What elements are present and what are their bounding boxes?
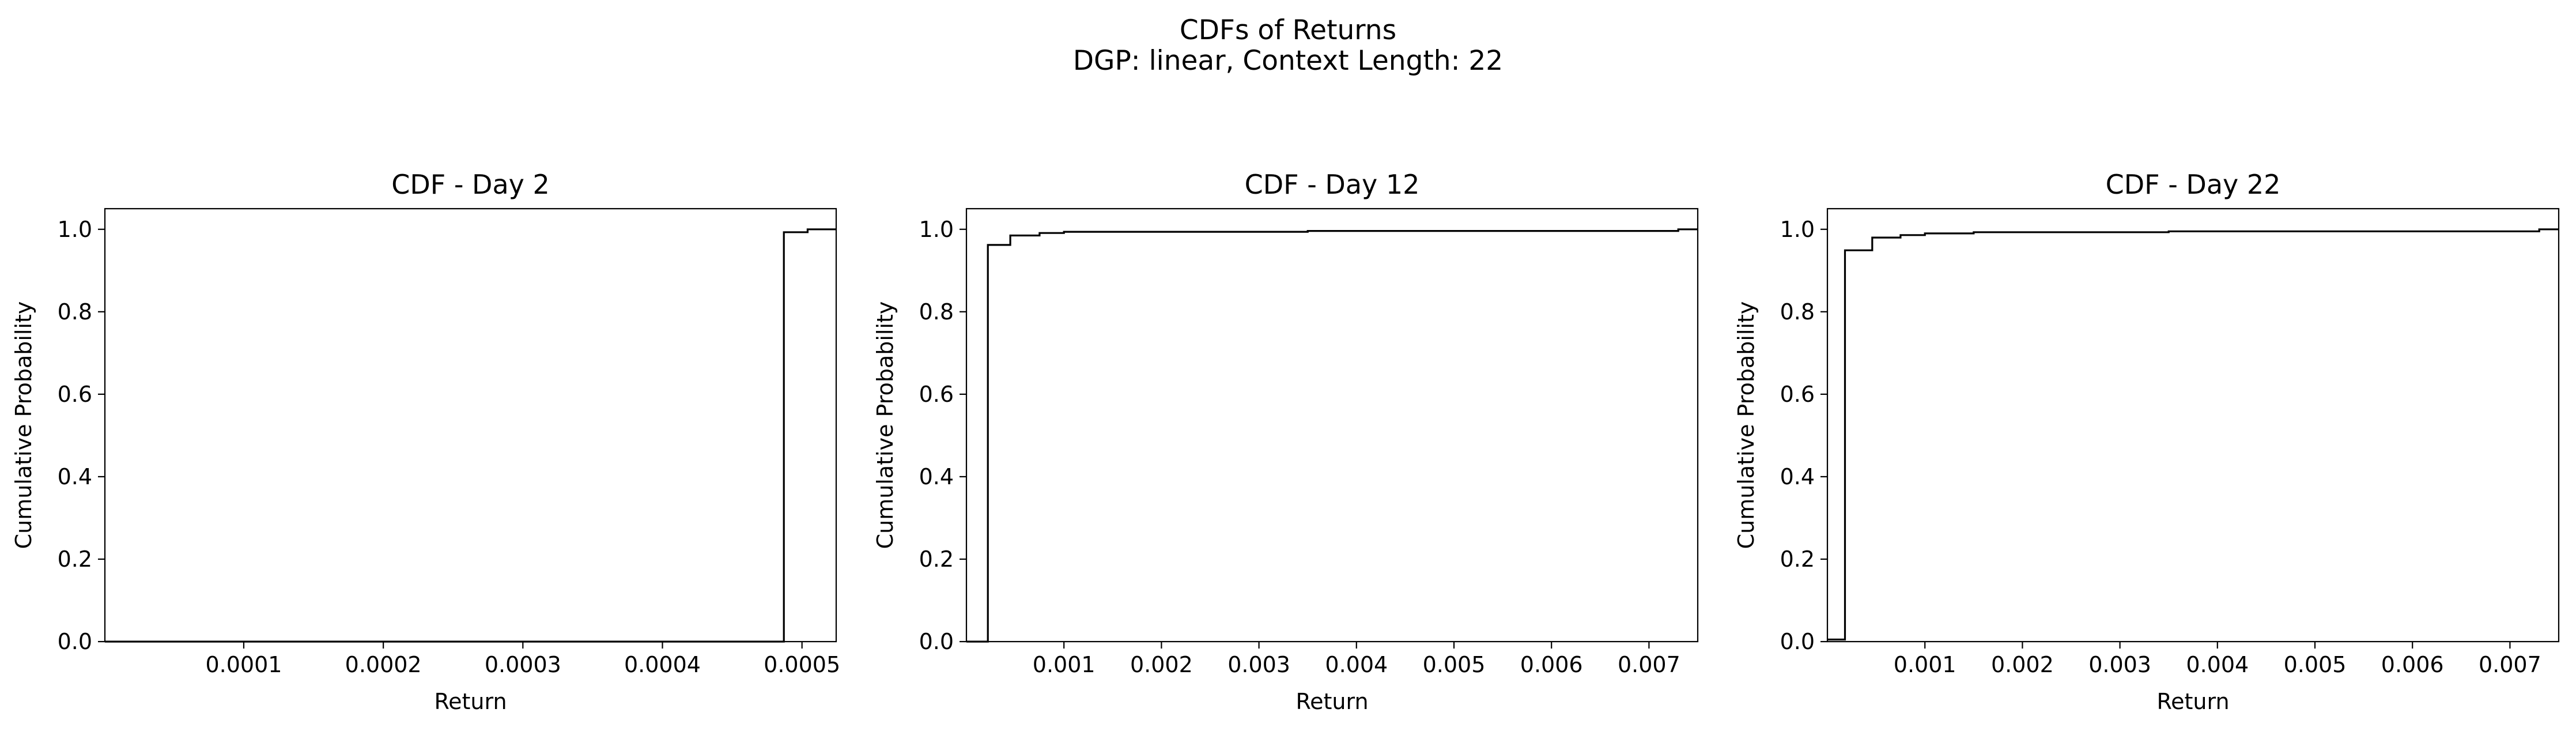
x-tick-label: 0.002 [1130, 652, 1193, 677]
y-tick-label: 0.6 [919, 382, 954, 407]
x-tick-label: 0.0004 [624, 652, 701, 677]
x-tick-label: 0.006 [2381, 652, 2444, 677]
axes-frame [104, 208, 837, 643]
chart-1: 0.0001 0.0002 0.0003 0.0004 0.0005 0.0 0.2 0.4 0… [11, 169, 840, 714]
cdf-step-line-1 [105, 228, 836, 643]
axes-frame [1826, 208, 2560, 643]
x-axis-label: Return [1295, 689, 1368, 714]
x-tick-label: 0.003 [1227, 652, 1290, 677]
y-tick-label: 0.8 [1780, 299, 1815, 325]
axes-frame [965, 208, 1699, 643]
chart-2: 0.001 0.002 0.003 0.004 0.005 0.006 0.007 0.0 0.… [872, 169, 1699, 714]
x-tick-label: 0.003 [2088, 652, 2151, 677]
x-tick-label: 0.002 [1991, 652, 2054, 677]
y-tick-label: 0.4 [1780, 464, 1815, 489]
x-tick-label: 0.0003 [485, 652, 561, 677]
x-tick-label: 0.0002 [345, 652, 422, 677]
x-tick-label: 0.007 [1618, 652, 1680, 677]
y-tick-label: 1.0 [58, 217, 92, 242]
x-axis-label: Return [434, 689, 507, 714]
x-tick-label: 0.004 [1325, 652, 1388, 677]
y-tick-label: 0.8 [919, 299, 954, 325]
x-tick-label: 0.005 [1423, 652, 1486, 677]
y-tick-label: 0.0 [919, 629, 954, 654]
y-tick-label: 0.8 [58, 299, 92, 325]
y-tick-label: 0.4 [919, 464, 954, 489]
figure-subtitle: DGP: linear, Context Length: 22 [1072, 45, 1504, 77]
y-tick-label: 0.2 [1780, 546, 1815, 572]
x-tick-label: 0.001 [1894, 652, 1956, 677]
x-tick-label: 0.001 [1033, 652, 1096, 677]
y-axis-label: Cumulative Probability [872, 301, 898, 549]
chart-title: CDF - Day 12 [1245, 169, 1420, 200]
y-tick-label: 0.0 [58, 629, 92, 654]
y-tick-label: 0.6 [1780, 382, 1815, 407]
y-tick-label: 0.2 [919, 546, 954, 572]
x-tick-label: 0.004 [2186, 652, 2249, 677]
y-axis-label: Cumulative Probability [1733, 301, 1759, 549]
chart-3: 0.001 0.002 0.003 0.004 0.005 0.006 0.007 0.0 0.… [1733, 169, 2560, 714]
y-tick-label: 0.6 [58, 382, 92, 407]
x-tick-label: 0.0001 [205, 652, 282, 677]
y-tick-label: 1.0 [1780, 217, 1815, 242]
x-axis-label: Return [2156, 689, 2229, 714]
chart-title: CDF - Day 22 [2106, 169, 2281, 200]
chart-title: CDF - Day 2 [391, 169, 550, 200]
x-tick-label: 0.005 [2284, 652, 2347, 677]
x-tick-label: 0.006 [1520, 652, 1583, 677]
x-tick-label: 0.007 [2479, 652, 2541, 677]
cdf-step-line-1 [1827, 228, 2559, 640]
y-axis-label: Cumulative Probability [11, 301, 36, 549]
figure-title: CDFs of Returns [1179, 14, 1397, 46]
x-tick-label: 0.0005 [764, 652, 840, 677]
y-tick-label: 1.0 [919, 217, 954, 242]
y-tick-label: 0.0 [1780, 629, 1815, 654]
cdf-step-line-1 [966, 228, 1698, 643]
y-tick-label: 0.4 [58, 464, 92, 489]
y-tick-label: 0.2 [58, 546, 92, 572]
